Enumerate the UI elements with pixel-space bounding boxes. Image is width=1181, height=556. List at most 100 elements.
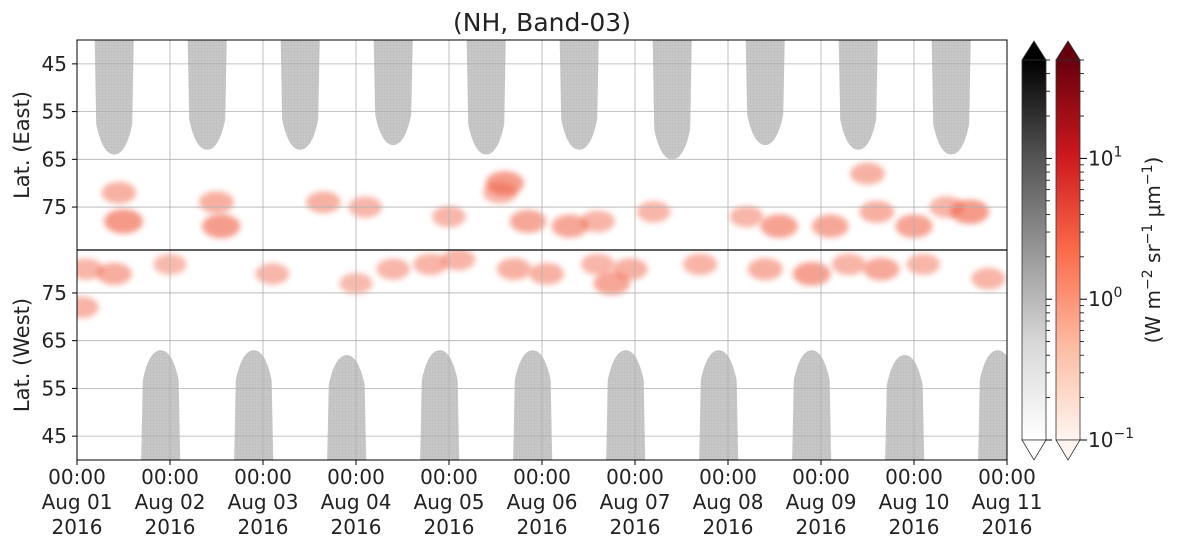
colorbar-tick-label-2: 10−1 (1088, 426, 1134, 452)
y-axis-ticks: 45 55 65 75 75 65 55 45 (42, 52, 77, 448)
daylight-mask-west-3 (420, 350, 460, 460)
y-tick-label-west-2: 55 (42, 376, 67, 400)
x-tick-label-7-0: 00:00 (699, 465, 757, 489)
daylight-mask-east-7 (745, 40, 785, 145)
aurora-patch-15 (811, 214, 849, 238)
colorbar-label: (W m−2 sr−1 μm−1) (1140, 157, 1165, 344)
aurora-patch-41 (971, 267, 1006, 290)
x-tick-label-8-2: 2016 (796, 515, 847, 539)
daylight-mask-east-2 (280, 40, 320, 150)
daylight-mask-west-0 (141, 350, 181, 460)
y-tick-label-east-0: 45 (42, 52, 67, 76)
y-axis-label-east: Lat. (East) (10, 91, 34, 199)
daylight-mask-west-5 (606, 350, 646, 460)
aurora-patch-29 (441, 250, 476, 271)
aurora-patch-37 (792, 261, 831, 286)
x-tick-label-5-2: 2016 (517, 515, 568, 539)
aurora-patch-17 (850, 162, 885, 185)
chart-title: (NH, Band-03) (453, 8, 631, 37)
x-tick-label-9-0: 00:00 (885, 465, 943, 489)
aurora-patch-23 (96, 262, 132, 286)
aurora-patch-12 (636, 201, 671, 223)
aurora-patch-32 (580, 253, 615, 276)
x-tick-label-0-0: 00:00 (48, 465, 106, 489)
aurora-patch-25 (255, 263, 290, 285)
x-tick-label-4-0: 00:00 (420, 465, 478, 489)
daylight-mask-east-6 (652, 40, 692, 160)
x-tick-label-3-2: 2016 (331, 515, 382, 539)
x-tick-label-2-2: 2016 (238, 515, 289, 539)
daylight-mask-west-9 (978, 350, 1007, 460)
x-tick-label-1-1: Aug 02 (135, 490, 206, 514)
x-tick-label-6-1: Aug 07 (600, 490, 671, 514)
daylight-mask-west-6 (699, 350, 739, 460)
aurora-patch-40 (906, 253, 941, 276)
daylight-mask-west-1 (234, 350, 274, 460)
colorbar-tick-label-0: 101 (1088, 144, 1122, 170)
aurora-patch-14 (760, 214, 798, 239)
x-tick-label-3-1: Aug 04 (321, 490, 392, 514)
aurora-patch-28 (413, 253, 448, 276)
colorbar-greys-extend-min (1021, 439, 1047, 461)
aurora-patch-3 (198, 191, 235, 214)
colorbar-tick-label-1: 100 (1088, 285, 1122, 311)
aurora-patch-34 (613, 258, 648, 281)
aurora-patch-22 (77, 296, 99, 319)
aurora-patch-27 (376, 258, 411, 280)
colorbar-greys (1021, 59, 1047, 441)
aurora-patch-2 (201, 214, 241, 239)
x-tick-label-2-0: 00:00 (234, 465, 292, 489)
daylight-mask-west-7 (792, 350, 832, 460)
aurora-patch-39 (863, 257, 900, 281)
daylight-mask-east-1 (187, 40, 227, 150)
x-tick-label-8-1: Aug 09 (786, 490, 857, 514)
y-tick-label-east-1: 55 (42, 100, 67, 124)
x-tick-label-6-2: 2016 (610, 515, 661, 539)
aurora-patch-13 (729, 205, 764, 228)
daylight-mask-west-8 (885, 355, 925, 460)
colorbar-ticks: 101 100 10−1 (1046, 59, 1134, 452)
y-tick-label-west-3: 45 (42, 424, 67, 448)
x-tick-label-3-0: 00:00 (327, 465, 385, 489)
x-tick-label-6-0: 00:00 (606, 465, 664, 489)
y-tick-label-east-2: 65 (42, 147, 67, 171)
aurora-patch-10 (551, 214, 589, 238)
daylight-mask-west-4 (513, 350, 553, 460)
x-tick-label-8-0: 00:00 (792, 465, 850, 489)
aurora-patch-4 (306, 191, 341, 214)
colorbar-reds-extend-max (1055, 40, 1081, 61)
y-tick-label-east-3: 75 (42, 195, 67, 219)
y-tick-label-west-1: 65 (42, 329, 67, 353)
daylight-mask-east-5 (559, 40, 599, 150)
x-tick-label-9-1: Aug 10 (879, 490, 950, 514)
daylight-mask-east-3 (373, 40, 413, 145)
east-panel (94, 40, 990, 239)
x-tick-label-7-1: Aug 08 (693, 490, 764, 514)
colorbar-reds-extend-min (1055, 439, 1081, 461)
aurora-patch-16 (859, 200, 895, 223)
aurora-patch-30 (496, 258, 532, 281)
daylight-mask-east-4 (466, 40, 506, 155)
daylight-mask-east-0 (94, 40, 134, 155)
west-panel (77, 250, 1007, 460)
plot-area (76, 39, 1008, 461)
aurora-patch-31 (529, 262, 564, 285)
colorbar-reds (1055, 59, 1081, 441)
aurora-patch-38 (831, 253, 867, 276)
x-tick-label-9-2: 2016 (889, 515, 940, 539)
grid-lines (77, 40, 1007, 460)
x-tick-label-10-1: Aug 11 (972, 490, 1043, 514)
y-tick-label-west-0: 75 (42, 281, 67, 305)
x-tick-label-1-0: 00:00 (141, 465, 199, 489)
aurora-patch-9 (485, 171, 524, 196)
x-tick-label-0-1: Aug 01 (42, 490, 113, 514)
x-tick-label-7-2: 2016 (703, 515, 754, 539)
x-tick-label-2-1: Aug 03 (228, 490, 299, 514)
y-axis-label-west: Lat. (West) (10, 298, 34, 412)
daylight-mask-west-2 (327, 355, 367, 460)
aurora-patch-0 (104, 209, 143, 234)
x-tick-label-1-2: 2016 (145, 515, 196, 539)
x-tick-label-0-2: 2016 (52, 515, 103, 539)
